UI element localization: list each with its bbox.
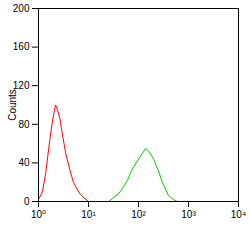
svg-text:0: 0 [24, 196, 30, 207]
svg-text:160: 160 [13, 41, 30, 52]
svg-text:200: 200 [13, 3, 30, 14]
svg-text:Counts: Counts [7, 89, 18, 121]
svg-text:40: 40 [18, 157, 30, 168]
svg-text:120: 120 [12, 79, 30, 91]
svg-text:10¹: 10¹ [81, 209, 96, 220]
svg-text:10⁰: 10⁰ [31, 209, 46, 220]
svg-text:10³: 10³ [181, 209, 196, 220]
svg-text:10²: 10² [131, 209, 146, 220]
svg-text:10⁴: 10⁴ [231, 209, 246, 220]
svg-text:80: 80 [18, 119, 30, 130]
